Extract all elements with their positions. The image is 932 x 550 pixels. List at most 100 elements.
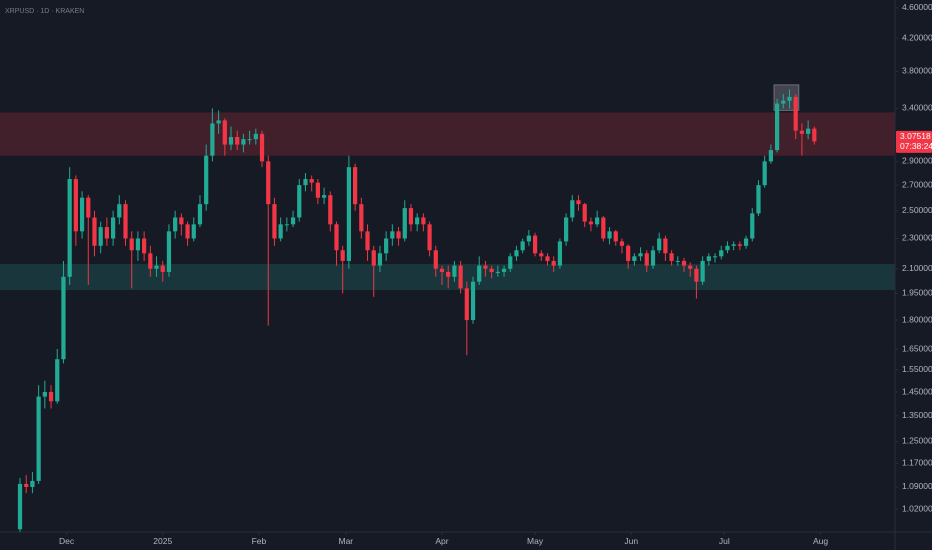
candle-body xyxy=(799,130,805,134)
candle-body xyxy=(402,208,407,239)
y-tick-label: 1.45000 xyxy=(902,386,932,396)
candle-body xyxy=(110,217,116,239)
candle-body xyxy=(532,235,538,254)
x-tick-label: May xyxy=(527,536,544,546)
candle-body xyxy=(588,221,594,225)
plot-area xyxy=(0,84,895,533)
candle-body xyxy=(756,185,761,214)
candle-body xyxy=(191,224,196,239)
candle-body xyxy=(334,224,339,251)
candle-body xyxy=(384,238,389,254)
candle-body xyxy=(210,123,215,156)
candle-body xyxy=(371,250,376,266)
x-tick-label: Jul xyxy=(719,536,730,546)
candle-body xyxy=(632,256,637,261)
y-tick-label: 1.65000 xyxy=(902,343,932,353)
candle-body xyxy=(30,480,35,487)
y-tick-label: 1.02000 xyxy=(902,503,932,513)
candle-body xyxy=(700,260,705,282)
candle-body xyxy=(812,128,817,142)
candle-body xyxy=(464,288,469,321)
candle-body xyxy=(477,265,482,282)
candle-body xyxy=(222,120,227,145)
candle-body xyxy=(228,137,234,145)
candle-body xyxy=(712,256,718,258)
candle-body xyxy=(446,271,451,277)
candle-body xyxy=(743,238,749,246)
candle-body xyxy=(489,268,494,272)
candle-body xyxy=(725,245,730,251)
candle-body xyxy=(415,217,420,225)
candle-body xyxy=(98,227,103,246)
candle-body xyxy=(576,200,581,205)
candle-body xyxy=(272,204,277,239)
candle-body xyxy=(663,238,668,254)
candle-body xyxy=(433,250,438,269)
zone xyxy=(0,264,895,291)
candle-body xyxy=(365,231,370,251)
candle-body xyxy=(774,103,780,151)
y-tick-label: 4.20000 xyxy=(902,32,932,42)
candle-body xyxy=(750,213,755,239)
candle-body xyxy=(626,245,631,261)
candle-body xyxy=(675,260,680,262)
candle-body xyxy=(762,161,767,186)
y-tick-label: 1.55000 xyxy=(902,364,932,374)
candle-body xyxy=(731,244,736,246)
candle-body xyxy=(142,238,147,254)
candle-body xyxy=(781,100,786,104)
candle-body xyxy=(470,281,476,321)
candle-body xyxy=(582,204,587,222)
candle-body xyxy=(73,179,78,232)
candle-body xyxy=(601,217,606,239)
candle-body xyxy=(117,204,122,218)
candle-body xyxy=(266,161,271,205)
candle-body xyxy=(67,179,72,277)
candle-body xyxy=(737,244,742,246)
candle-body xyxy=(377,253,383,266)
candle-body xyxy=(42,392,47,397)
candle-body xyxy=(644,253,649,266)
candle-body xyxy=(768,150,773,162)
candle-body xyxy=(123,204,128,239)
candle-body xyxy=(669,253,674,261)
y-tick-label: 2.50000 xyxy=(902,205,932,215)
candle-body xyxy=(595,217,600,225)
candle-body xyxy=(408,208,414,225)
candle-body xyxy=(241,139,246,145)
candle-body xyxy=(570,200,575,218)
candle-body xyxy=(24,483,29,487)
candle-body xyxy=(346,167,352,261)
candle-body xyxy=(297,185,302,218)
y-tick-label: 3.80000 xyxy=(902,66,932,76)
candle-body xyxy=(154,265,159,269)
candle-body xyxy=(638,253,643,257)
candle-body xyxy=(706,256,711,261)
candle-body xyxy=(439,268,445,272)
candle-body xyxy=(328,195,333,225)
candle-body xyxy=(253,133,258,140)
last-price-box xyxy=(896,130,932,153)
candle-body xyxy=(390,231,395,239)
candle-body xyxy=(353,167,358,205)
y-tick-label: 1.80000 xyxy=(902,314,932,324)
candle-body xyxy=(284,224,289,226)
y-tick-label: 4.60000 xyxy=(902,2,932,12)
y-tick-label: 1.95000 xyxy=(902,288,932,298)
candle-body xyxy=(148,253,153,269)
y-tick-label: 1.25000 xyxy=(902,436,932,446)
candle-body xyxy=(396,231,401,239)
candle-body xyxy=(61,276,66,360)
y-tick-label: 1.09000 xyxy=(902,481,932,491)
candle-body xyxy=(309,179,314,183)
candle-body xyxy=(259,133,265,162)
candle-body xyxy=(321,195,327,198)
candle-body xyxy=(613,231,618,242)
candle-body xyxy=(92,217,97,246)
candle-body xyxy=(657,238,662,251)
last-price-label: 3.07518 xyxy=(900,131,931,141)
x-tick-label: Mar xyxy=(338,536,353,546)
x-tick-label: Jun xyxy=(624,536,638,546)
